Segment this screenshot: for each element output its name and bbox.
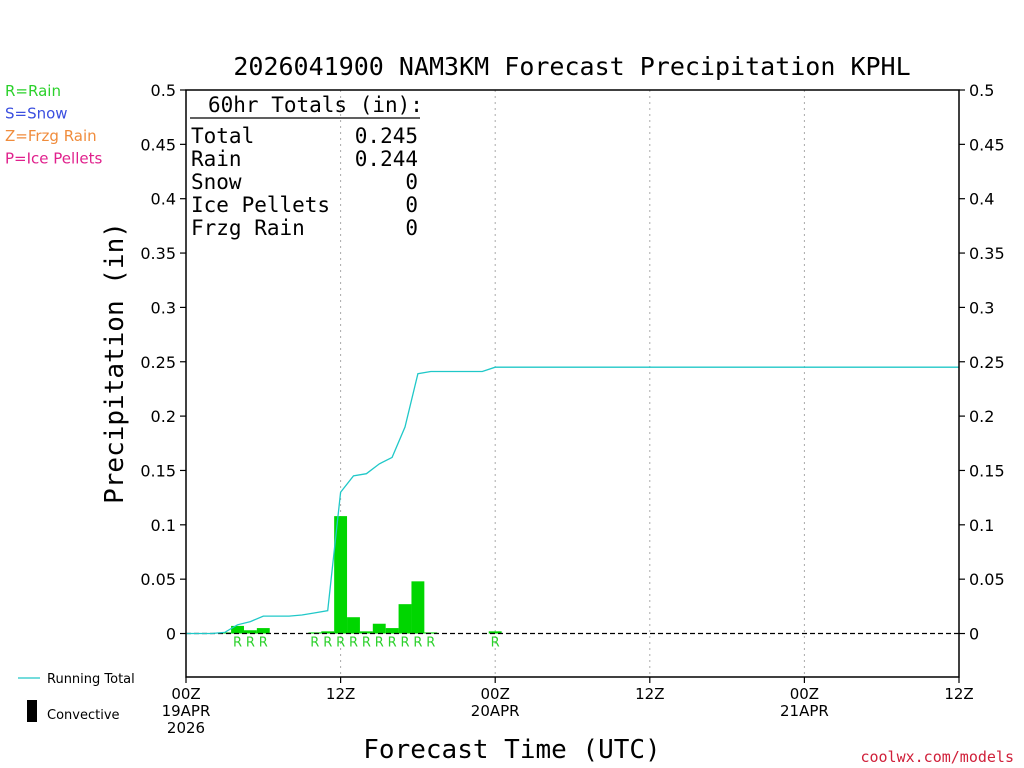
totals-box: 60hr Totals (in): Total 0.245 Rain 0.244 Snow… (190, 93, 423, 240)
y-tick-label-right: 0.35 (969, 244, 1005, 263)
x-tick-label: 19APR (162, 702, 211, 720)
x-tick-label: 2026 (167, 719, 205, 737)
y-tick-label: 0.2 (151, 407, 176, 426)
y-axis-left: 0 0.05 0.1 0.15 0.2 0.25 0.3 0.35 0.4 0.45 0.5 (140, 81, 186, 644)
y-tick-label-right: 0 (969, 625, 979, 644)
ptype-mark: R (400, 636, 409, 651)
totals-row-value: 0.245 (355, 124, 418, 148)
y-tick-label-right: 0.2 (969, 407, 994, 426)
ptype-legend-item: Z=Frzg Rain (5, 127, 97, 145)
y-tick-label: 0.05 (140, 570, 176, 589)
ptype-mark: R (426, 636, 435, 651)
x-axis-title: Forecast Time (UTC) (363, 735, 660, 765)
grid-lines (340, 90, 805, 677)
convective-legend-swatch (27, 700, 37, 722)
ptype-mark: R (362, 636, 371, 651)
y-tick-label-right: 0.3 (969, 298, 994, 317)
x-tick-label: 12Z (944, 685, 973, 703)
x-tick-label: 00Z (790, 685, 819, 703)
totals-row-label: Frzg Rain (191, 216, 305, 240)
totals-row-label: Ice Pellets (191, 193, 330, 217)
y-axis-right: 0 0.05 0.1 0.15 0.2 0.25 0.3 0.35 0.4 0.45 0.5 (959, 81, 1005, 644)
y-tick-label: 0.45 (140, 135, 176, 154)
y-tick-label-right: 0.5 (969, 81, 994, 100)
precip-bar (321, 631, 335, 634)
ptype-mark: R (246, 636, 255, 651)
chart-title: 2026041900 NAM3KM Forecast Precipitation… (233, 52, 910, 81)
y-tick-label: 0.3 (151, 298, 176, 317)
x-tick-label: 12Z (326, 685, 355, 703)
precip-bar (488, 631, 502, 634)
x-tick-label: 00Z (481, 685, 510, 703)
y-tick-label: 0.25 (140, 353, 176, 372)
precip-bar (398, 604, 412, 634)
ptype-mark: R (233, 636, 242, 651)
precip-bar (359, 631, 373, 634)
y-tick-label-right: 0.45 (969, 135, 1005, 154)
y-tick-label: 0.5 (151, 81, 176, 100)
credit-text: coolwx.com/models (860, 748, 1014, 766)
totals-row-value: 0 (405, 193, 418, 217)
y-axis-title: Precipitation (in) (100, 222, 130, 504)
y-tick-label-right: 0.15 (969, 461, 1005, 480)
y-tick-label-right: 0.4 (969, 190, 994, 209)
precip-bar (385, 628, 399, 634)
y-tick-label: 0.4 (151, 190, 176, 209)
y-tick-label: 0.1 (151, 516, 176, 535)
ptype-mark: R (259, 636, 268, 651)
precip-bar (347, 617, 360, 634)
plot-frame (185, 89, 960, 678)
ptype-mark: R (491, 636, 500, 651)
y-tick-label-right: 0.25 (969, 353, 1005, 372)
ptype-mark: R (375, 636, 384, 651)
ptype-legend-item: R=Rain (5, 82, 61, 100)
precip-bar (411, 581, 425, 634)
y-tick-label: 0.15 (140, 461, 176, 480)
y-tick-label: 0 (166, 625, 176, 644)
totals-heading: 60hr Totals (in): (208, 93, 423, 117)
x-tick-label: 20APR (471, 702, 520, 720)
ptype-mark: R (323, 636, 332, 651)
totals-row-label: Rain (191, 147, 242, 171)
totals-row-value: 0 (405, 216, 418, 240)
x-tick-label: 12Z (635, 685, 664, 703)
x-tick-label: 21APR (780, 702, 829, 720)
running-total-line (186, 366, 959, 635)
running-total-legend-label: Running Total (47, 672, 135, 687)
bar-series (218, 516, 502, 634)
ptype-legend-item: S=Snow (5, 105, 68, 123)
series-legend: Running Total Convective (18, 672, 135, 723)
convective-legend-label: Convective (47, 708, 120, 723)
precip-bar (372, 623, 386, 634)
ptype-mark: R (310, 636, 319, 651)
ptype-mark: R (413, 636, 422, 651)
precip-bar (256, 628, 270, 634)
ptype-legend: R=Rain S=Snow Z=Frzg Rain P=Ice Pellets (5, 82, 102, 168)
y-tick-label-right: 0.05 (969, 570, 1005, 589)
precip-bar (334, 516, 348, 634)
totals-row-label: Snow (191, 170, 242, 194)
y-tick-label: 0.35 (140, 244, 176, 263)
y-tick-label-right: 0.1 (969, 516, 994, 535)
ptype-mark: R (388, 636, 397, 651)
ptype-mark: R (349, 636, 358, 651)
totals-row-value: 0 (405, 170, 418, 194)
ptype-mark: R (336, 636, 345, 651)
ptype-legend-item: P=Ice Pellets (5, 150, 102, 168)
totals-row-label: Total (191, 124, 254, 148)
precip-bar (243, 630, 257, 634)
precip-bar (231, 625, 244, 634)
x-tick-label: 00Z (171, 685, 200, 703)
totals-row-value: 0.244 (355, 147, 418, 171)
